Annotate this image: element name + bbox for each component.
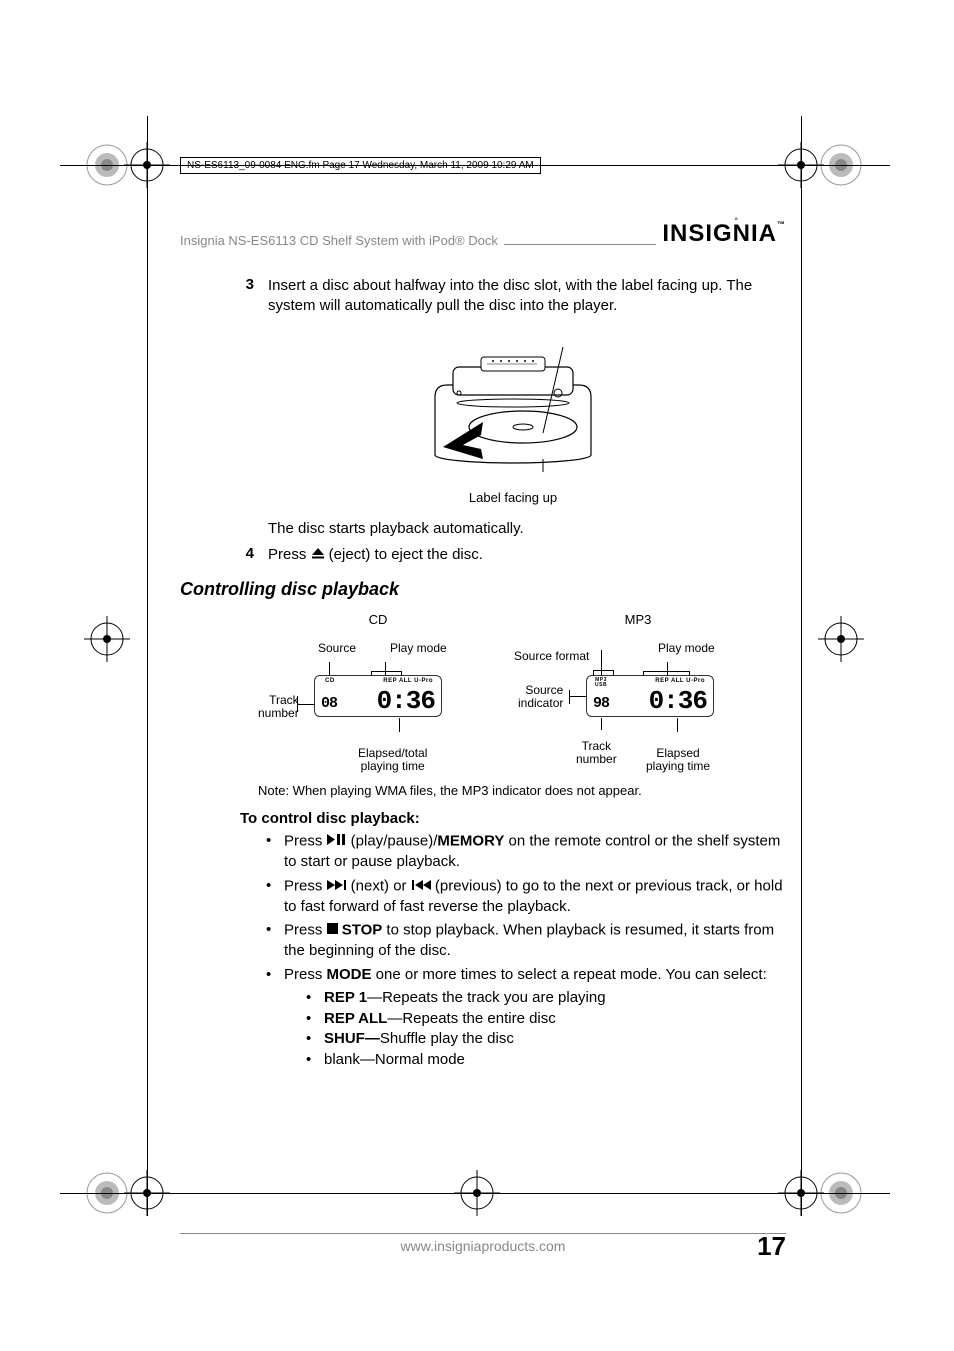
figure-caption: Label facing up: [240, 490, 786, 505]
sub-item: REP 1—Repeats the track you are playing: [306, 988, 786, 1009]
step-text: Press (eject) to eject the disc.: [268, 545, 786, 565]
device-illustration: [403, 327, 623, 482]
callout-playmode: Play mode: [658, 642, 715, 655]
auto-playback-text: The disc starts playback automatically.: [240, 519, 786, 539]
callout-source: Source: [318, 642, 356, 655]
cd-diagram: CD Source Play mode Track number Elapsed…: [268, 612, 488, 769]
callout-source-format: Source format: [514, 650, 589, 663]
stop-icon: [327, 920, 338, 941]
step-4: 4 Press (eject) to eject the disc.: [240, 545, 786, 565]
sub-item: REP ALL—Repeats the entire disc: [306, 1009, 786, 1030]
list-item: Press (next) or (previous) to go to the …: [266, 876, 786, 918]
insignia-logo: INSIGNIA™ ▪: [662, 220, 786, 248]
step-text: Insert a disc about halfway into the dis…: [268, 276, 786, 317]
crop-mark: [84, 616, 130, 662]
footer-url: www.insigniaproducts.com: [401, 1238, 566, 1254]
step-number: 4: [240, 545, 254, 565]
previous-icon: [411, 876, 431, 897]
list-item: Press STOP to stop playback. When playba…: [266, 920, 786, 962]
callout-elapsed: Elapsed/total playing time: [358, 747, 427, 773]
sub-list: REP 1—Repeats the track you are playing …: [284, 988, 786, 1071]
doc-title-row: Insignia NS-ES6113 CD Shelf System with …: [180, 220, 786, 248]
control-heading: To control disc playback:: [240, 810, 786, 827]
mp3-lcd: MP3 USB REP ALL U-Pro 98 0:36: [586, 675, 714, 717]
lcd-diagrams: CD Source Play mode Track number Elapsed…: [240, 612, 786, 769]
page-footer: www.insigniaproducts.com 17: [180, 1233, 786, 1254]
crop-line: [60, 1193, 890, 1194]
cd-lcd: CD REP ALL U-Pro 08 0:36: [314, 675, 442, 717]
section-heading: Controlling disc playback: [180, 579, 786, 600]
page-number: 17: [757, 1231, 786, 1262]
callout-elapsed: Elapsed playing time: [646, 747, 710, 773]
mp3-diagram: MP3 Source format Play mode Source indic…: [518, 612, 758, 769]
sub-item: SHUF—Shuffle play the disc: [306, 1029, 786, 1050]
list-item: Press MODE one or more times to select a…: [266, 965, 786, 1070]
callout-track: Track number: [576, 740, 617, 766]
callout-playmode: Play mode: [390, 642, 447, 655]
page-content: NS-ES6113_09-0084 ENG.fm Page 17 Wednesd…: [180, 155, 786, 1074]
crop-line: [801, 116, 802, 1216]
play-pause-icon: [327, 831, 347, 852]
crop-line: [147, 116, 148, 1216]
step-number: 3: [240, 276, 254, 317]
eject-icon: [311, 545, 325, 565]
callout-track: Track number: [258, 694, 299, 720]
step-3: 3 Insert a disc about halfway into the d…: [240, 276, 786, 317]
title-rule: [504, 244, 656, 245]
sub-item: blank—Normal mode: [306, 1050, 786, 1071]
body: 3 Insert a disc about halfway into the d…: [180, 276, 786, 1071]
control-list: Press (play/pause)/MEMORY on the remote …: [240, 831, 786, 1071]
crop-mark: [818, 616, 864, 662]
doc-title: Insignia NS-ES6113 CD Shelf System with …: [180, 233, 498, 248]
wma-note: Note: When playing WMA files, the MP3 in…: [258, 783, 786, 798]
mp3-title: MP3: [518, 612, 758, 627]
cd-title: CD: [268, 612, 488, 627]
next-icon: [327, 876, 347, 897]
callout-source-ind: Source indicator: [518, 684, 563, 710]
meta-header: NS-ES6113_09-0084 ENG.fm Page 17 Wednesd…: [180, 157, 541, 174]
list-item: Press (play/pause)/MEMORY on the remote …: [266, 831, 786, 873]
